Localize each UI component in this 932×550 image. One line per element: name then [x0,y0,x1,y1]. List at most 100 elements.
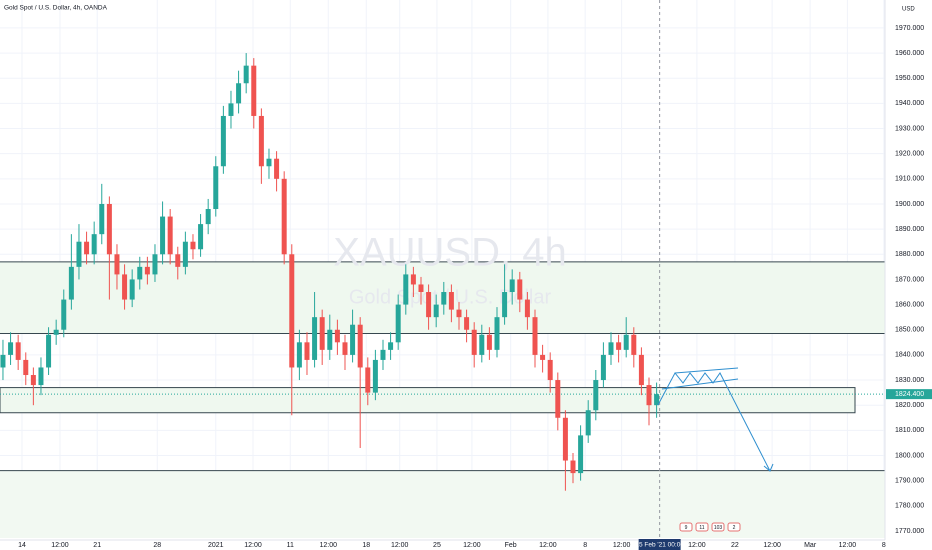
box [0,387,856,414]
candle-body [638,354,644,386]
candle-body [23,359,29,376]
candle-body [433,304,439,318]
projection-path [657,372,771,472]
y-tick-label: 1950.000 [895,75,924,82]
candle-body [502,292,508,318]
y-tick-label: 1900.000 [895,201,924,208]
candle-body [486,334,492,350]
arrow-head [763,463,774,472]
candle-body [236,83,242,104]
candle-body [182,241,188,267]
y-tick-label: 1820.000 [895,402,924,409]
channel-bottom [661,378,739,390]
projection [657,367,774,472]
candle-body [418,284,424,293]
candle-body [524,299,530,318]
candle-body [540,354,546,360]
candle-body [289,254,295,368]
y-tick-label: 1860.000 [895,301,924,308]
x-tick-label: Feb [505,542,517,549]
candle-body [61,299,67,330]
x-tick-label: 11 [287,542,294,549]
candle-body [258,115,264,167]
x-tick-label: 12:00 [688,542,706,549]
x-tick-label: 21 [93,542,101,549]
candle-body [616,342,622,350]
candle-body [365,367,371,393]
candle-body [114,254,120,275]
chart-title: Gold Spot / U.S. Dollar, 4h, OANDA [4,5,108,12]
x-tick-label: 12:00 [763,542,781,549]
candle-body [585,410,591,436]
candle-body [448,292,454,310]
marks [0,53,660,491]
event-label: 103 [714,525,723,531]
x-tick-label: 12:00 [539,542,557,549]
candle-body [213,166,219,210]
y-tick-label: 1880.000 [895,251,924,258]
candle-body [281,178,287,255]
x-tick-label: 14 [18,542,26,549]
candle-body [251,65,257,116]
candle-body [441,292,447,305]
candle-body [137,266,143,280]
y-tick-label: 1940.000 [895,100,924,107]
candle-body [198,224,204,250]
x-tick-label: 12:00 [244,542,262,549]
x-tick-label: 12:00 [463,542,481,549]
x-tick-label: 12:00 [391,542,409,549]
candle-body [517,279,523,300]
x-tick-label: 28 [153,542,161,549]
y-tick-label: 1910.000 [895,176,924,183]
y-tick-label: 1810.000 [895,427,924,434]
candle-body [220,115,226,167]
candle-body [646,385,652,406]
candle-body [547,359,553,381]
channel-top [674,367,739,374]
candle-body [350,324,356,355]
candle-body [205,209,211,225]
candle-body [38,367,44,386]
x-tick-label: 8 [583,542,587,549]
candle-body [84,241,90,255]
candle-body [53,329,59,335]
candle-body [266,158,272,167]
candle-body [654,394,660,406]
candle-body [129,279,135,300]
candle-body [532,317,538,355]
x-tick-label: 18 [362,542,370,549]
y-tick-label: 1920.000 [895,151,924,158]
event-label: 2 [733,525,736,531]
candle-body [15,342,21,360]
y-tick-label: 1970.000 [895,25,924,32]
candle-body [160,216,166,255]
y-tick-label: 1800.000 [895,452,924,459]
candle-body [228,103,234,116]
candle-body [403,274,409,305]
candle-body [570,460,576,474]
candle-body [578,435,584,474]
candle-body [479,334,485,355]
candle-body [464,317,470,330]
candle-body [395,304,401,343]
candle-body [152,254,158,275]
candle-body [319,317,325,350]
x-tick-label: 25 [433,542,441,549]
candle-body [334,329,340,343]
y-tick-label: 1830.000 [895,377,924,384]
candle-body [372,359,378,393]
candle-body [456,309,462,318]
x-tick-label: 12:00 [839,542,857,549]
y-tick-label: 1790.000 [895,477,924,484]
x-tick-label: 12:00 [319,542,337,549]
candle-body [304,342,310,360]
y-tick-label: 1930.000 [895,125,924,132]
event-badge [695,522,709,532]
y-tick-label: 1870.000 [895,276,924,283]
candle-body [106,203,112,255]
candle-body [0,354,6,368]
candle-body [600,354,606,381]
crosshair-label-bg [638,539,681,550]
candle-body [562,417,568,461]
x-tick-label: 22 [731,542,739,549]
